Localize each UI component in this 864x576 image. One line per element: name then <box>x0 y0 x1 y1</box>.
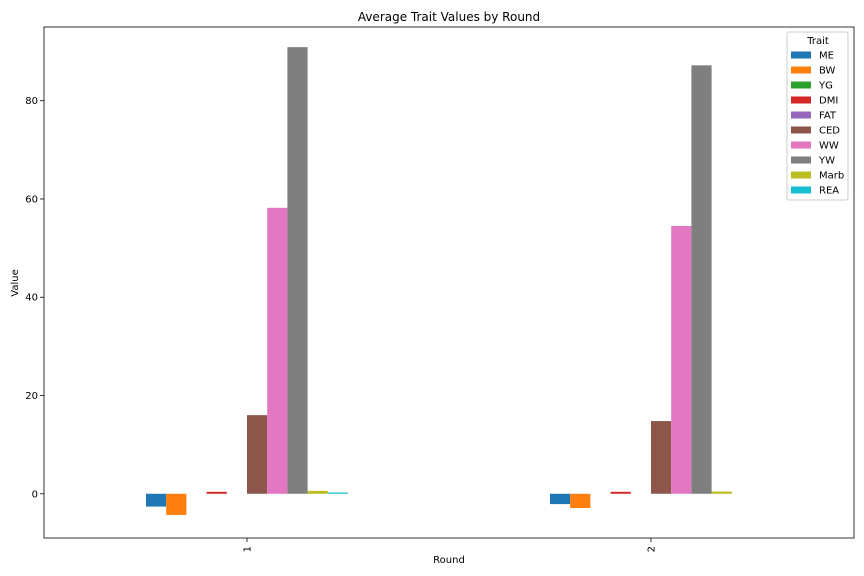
bar-me-round-1 <box>146 493 167 507</box>
bar-rea-round-1 <box>327 492 348 494</box>
legend-swatch-ww <box>791 141 811 149</box>
legend-label-dmi: DMI <box>819 96 838 107</box>
bar-ced-round-2 <box>651 421 672 494</box>
legend-swatch-ced <box>791 126 811 134</box>
bar-dmi-round-1 <box>206 491 227 494</box>
x-tick-label: 1 <box>243 546 254 552</box>
legend-swatch-yg <box>791 81 811 89</box>
legend: Trait ME BW YG DMI FAT CED WW YW Marb REA <box>786 31 849 201</box>
legend-swatch-yw <box>791 156 811 164</box>
bar-bw-round-1 <box>166 493 187 515</box>
legend-swatch-bw <box>791 66 811 74</box>
legend-swatch-dmi <box>791 96 811 104</box>
bar-ww-round-1 <box>267 207 288 494</box>
legend-label-rea: REA <box>819 186 839 197</box>
bar-ww-round-2 <box>671 226 692 494</box>
bar-dmi-round-2 <box>610 491 631 494</box>
legend-label-yg: YG <box>818 81 833 92</box>
bar-marb-round-1 <box>307 490 328 494</box>
y-tick-label: 20 <box>25 391 38 402</box>
bar-yw-round-1 <box>287 47 308 494</box>
plot-frame <box>43 26 855 539</box>
legend-swatch-marb <box>791 171 811 179</box>
bar-ced-round-1 <box>247 415 268 494</box>
legend-swatch-fat <box>791 111 811 119</box>
legend-label-ww: WW <box>819 141 839 152</box>
bar-yw-round-2 <box>691 65 712 494</box>
chart-title: Average Trait Values by Round <box>358 10 540 24</box>
y-tick-label: 60 <box>25 194 38 205</box>
legend-swatch-rea <box>791 186 811 194</box>
legend-label-bw: BW <box>819 66 836 77</box>
bar-marb-round-2 <box>711 491 732 494</box>
y-tick-label: 0 <box>32 489 38 500</box>
legend-swatch-me <box>791 51 811 59</box>
legend-label-ced: CED <box>819 126 840 137</box>
legend-label-me: ME <box>819 51 834 62</box>
y-tick-label: 40 <box>25 293 38 304</box>
bar-bw-round-2 <box>570 493 591 509</box>
legend-label-marb: Marb <box>819 171 844 182</box>
bars-layer <box>146 47 732 515</box>
y-axis-label: Value <box>10 269 21 296</box>
legend-title: Trait <box>806 36 829 47</box>
x-axis-label: Round <box>433 555 465 566</box>
y-tick-label: 80 <box>25 96 38 107</box>
legend-label-yw: YW <box>818 156 835 167</box>
x-tick-label: 2 <box>647 546 658 552</box>
y-axis: 0 20 40 60 80 <box>25 96 44 500</box>
bar-me-round-2 <box>550 493 571 505</box>
legend-label-fat: FAT <box>819 111 837 122</box>
